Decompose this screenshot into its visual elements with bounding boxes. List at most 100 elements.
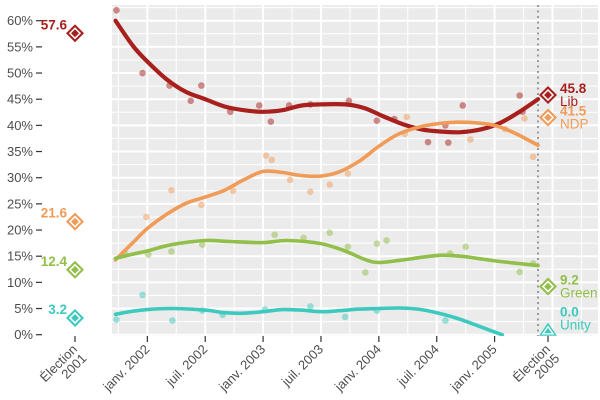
election-2005-marker-ndp-inner — [541, 111, 555, 124]
poll-point-unity — [341, 313, 349, 321]
poll-point-green — [362, 269, 369, 276]
poll-point-lib — [459, 102, 467, 109]
poll-point-ndp — [529, 153, 537, 161]
y-tick-label: 50% — [7, 66, 33, 81]
poll-point-unity — [169, 317, 176, 324]
y-tick-label: 10% — [7, 275, 33, 290]
trend-line-unity — [113, 306, 505, 336]
series-group — [113, 5, 541, 336]
election-2001-marker-lib — [66, 24, 84, 43]
result-2001-label-lib: 57.6 — [41, 17, 68, 32]
election-2001-marker-lib-inner — [68, 27, 82, 40]
poll-point-lib — [444, 139, 452, 146]
y-tick-label: 55% — [7, 39, 33, 54]
result-2001-label-ndp: 21.6 — [41, 206, 68, 221]
y-tick-label: 60% — [7, 13, 33, 28]
poll-point-lib — [255, 102, 263, 109]
poll-point-green — [373, 240, 381, 247]
y-tick-label: 0% — [14, 327, 33, 342]
poll-point-lib — [139, 69, 146, 77]
poll-point-green — [462, 243, 469, 251]
poll-point-unity — [442, 317, 449, 324]
poll-point-unity — [113, 316, 120, 323]
party-name-label-ndp: NDP — [560, 117, 589, 132]
y-tick-label: 5% — [14, 301, 33, 316]
y-tick-label: 40% — [7, 118, 33, 133]
y-tick-label: 25% — [7, 196, 33, 211]
election-2005-marker-lib — [538, 86, 557, 105]
poll-point-lib — [267, 118, 275, 126]
poll-point-ndp — [268, 156, 276, 164]
plot-panel — [112, 5, 598, 336]
election-2005-marker-unity-inner — [541, 325, 555, 335]
party-name-label-lib: Lib — [560, 94, 578, 109]
x-tick-label: juil. 2003 — [278, 342, 326, 390]
poll-point-green — [199, 241, 206, 248]
poll-point-lib — [516, 92, 523, 99]
poll-point-ndp — [198, 201, 205, 209]
poll-point-ndp — [344, 170, 352, 177]
poll-point-green — [516, 268, 523, 276]
poll-point-lib — [198, 82, 205, 89]
x-tick-label: janv. 2005 — [447, 342, 500, 395]
result-2005-label-unity: 0.0 — [560, 305, 579, 320]
poll-point-green — [271, 231, 278, 239]
trend-line-lib — [113, 18, 541, 135]
poll-point-green — [326, 229, 333, 236]
election-2001-marker-green — [66, 260, 84, 279]
y-tick-label: 45% — [7, 92, 33, 107]
x-tick-label: Élection2005 — [510, 342, 563, 395]
party-name-label-unity: Unity — [560, 318, 591, 333]
election-2005-marker-green-inner — [541, 280, 555, 293]
result-2005-label-green: 9.2 — [560, 273, 579, 288]
poll-point-green — [344, 243, 352, 251]
y-tick-label: 35% — [7, 144, 33, 159]
election-2001-marker-ndp — [66, 212, 84, 231]
gridlines-group — [112, 5, 598, 336]
election-2001-marker-unity-inner — [68, 311, 82, 325]
poll-point-unity — [139, 291, 146, 299]
poll-point-ndp — [168, 186, 175, 194]
y-tick-label: 30% — [7, 170, 33, 185]
y-tick-label: 20% — [7, 223, 33, 238]
x-tick-label: Élection2001 — [37, 342, 90, 395]
poll-point-unity — [307, 303, 314, 310]
poll-point-lib — [373, 117, 381, 124]
poll-point-ndp — [467, 136, 474, 143]
poll-point-ndp — [143, 213, 150, 221]
result-2005-label-lib: 45.8 — [560, 81, 587, 96]
x-tick-label: juil. 2004 — [394, 342, 442, 390]
poll-point-ndp — [521, 115, 528, 122]
poll-point-lib — [345, 97, 353, 105]
poll-point-ndp — [286, 176, 294, 184]
x-tick-label: janv. 2004 — [331, 342, 384, 395]
result-2001-label-green: 12.4 — [41, 254, 68, 269]
trend-line-ndp — [113, 120, 540, 262]
election-2001-marker-green-inner — [68, 263, 82, 276]
election-2005-marker-ndp — [538, 108, 557, 127]
x-tick-label: janv. 2002 — [99, 342, 152, 395]
poll-point-ndp — [403, 113, 411, 121]
poll-point-lib — [113, 6, 120, 14]
y-tick-label: 15% — [7, 249, 33, 264]
party-name-label-green: Green — [560, 286, 598, 301]
poll-point-ndp — [229, 187, 237, 195]
trend-line-green — [113, 238, 540, 268]
poll-point-green — [168, 248, 175, 255]
poll-point-ndp — [307, 188, 314, 196]
x-tick-label: janv. 2003 — [215, 342, 268, 395]
x-tick-label: juil. 2002 — [162, 342, 210, 390]
poll-point-lib — [424, 138, 432, 146]
poll-point-lib — [187, 97, 195, 105]
election-2001-marker-ndp-inner — [68, 215, 82, 228]
poll-point-green — [383, 237, 390, 244]
election-2005-marker-lib-inner — [541, 88, 555, 102]
election-2005-marker-green — [538, 277, 557, 296]
poll-point-ndp — [262, 152, 270, 160]
election-2001-marker-unity — [66, 308, 84, 327]
result-2005-label-ndp: 41.5 — [560, 104, 587, 119]
result-2001-label-unity: 3.2 — [48, 302, 67, 317]
poll-point-ndp — [326, 181, 333, 188]
